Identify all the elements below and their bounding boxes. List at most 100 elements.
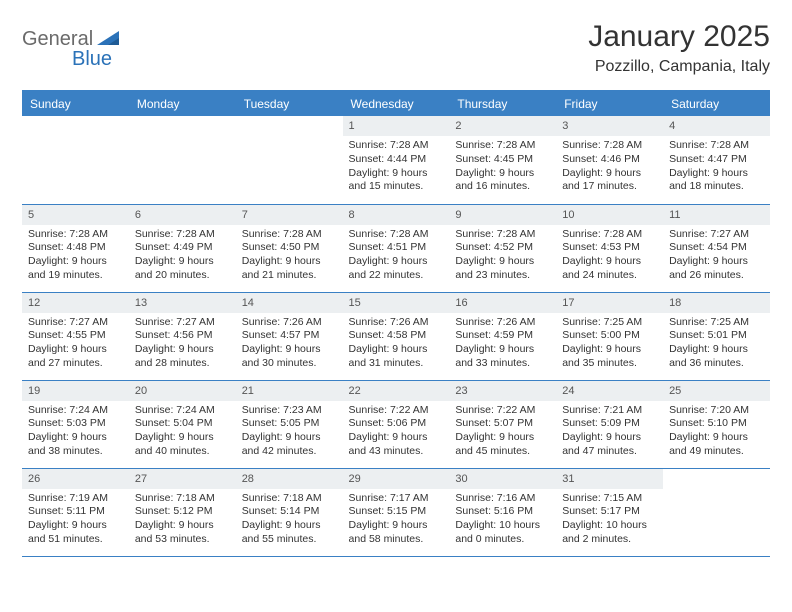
logo-text-blue: Blue: [72, 48, 112, 71]
location: Pozzillo, Campania, Italy: [588, 58, 770, 76]
day-cell: 11 Sunrise: 7:27 AMSunset: 4:54 PMDayligh…: [663, 204, 770, 292]
day-number: 2: [449, 116, 556, 136]
day-number: 31: [556, 469, 663, 489]
day-cell: 3 Sunrise: 7:28 AMSunset: 4:46 PMDaylight…: [556, 116, 663, 204]
day-cell: 23 Sunrise: 7:22 AMSunset: 5:07 PMDayligh…: [449, 380, 556, 468]
day-details: Sunrise: 7:24 AMSunset: 5:04 PMDaylight:…: [133, 404, 232, 459]
day-cell: 2 Sunrise: 7:28 AMSunset: 4:45 PMDaylight…: [449, 116, 556, 204]
empty-cell: .: [236, 116, 343, 204]
day-number: 5: [22, 205, 129, 225]
day-cell: 1 Sunrise: 7:28 AMSunset: 4:44 PMDaylight…: [343, 116, 450, 204]
day-cell: 29Sunrise: 7:17 AMSunset: 5:15 PMDayligh…: [343, 468, 450, 556]
day-cell: 28Sunrise: 7:18 AMSunset: 5:14 PMDayligh…: [236, 468, 343, 556]
calendar-body: ...1Sunrise: 7:28 AMSunset: 4:44 PMDayli…: [22, 116, 770, 556]
week-row: 19 Sunrise: 7:24 AMSunset: 5:03 PMDayligh…: [22, 380, 770, 468]
day-number: 10: [556, 205, 663, 225]
month-title: January 2025: [588, 20, 770, 54]
day-cell: 19 Sunrise: 7:24 AMSunset: 5:03 PMDayligh…: [22, 380, 129, 468]
day-details: Sunrise: 7:20 AMSunset: 5:10 PMDaylight:…: [667, 404, 766, 459]
day-number: 24: [556, 381, 663, 401]
week-row: 12Sunrise: 7:27 AMSunset: 4:55 PMDayligh…: [22, 292, 770, 380]
day-number: 4: [663, 116, 770, 136]
day-details: Sunrise: 7:18 AMSunset: 5:12 PMDaylight:…: [133, 492, 232, 547]
day-details: Sunrise: 7:28 AMSunset: 4:44 PMDaylight:…: [347, 139, 446, 194]
day-number: 27: [129, 469, 236, 489]
day-details: Sunrise: 7:28 AMSunset: 4:52 PMDaylight:…: [453, 228, 552, 283]
day-header: Friday: [556, 92, 663, 116]
day-cell: 21 Sunrise: 7:23 AMSunset: 5:05 PMDayligh…: [236, 380, 343, 468]
day-details: Sunrise: 7:28 AMSunset: 4:49 PMDaylight:…: [133, 228, 232, 283]
empty-cell: .: [129, 116, 236, 204]
day-cell: 18 Sunrise: 7:25 AMSunset: 5:01 PMDayligh…: [663, 292, 770, 380]
day-header-row: SundayMondayTuesdayWednesdayThursdayFrid…: [22, 92, 770, 116]
day-number: 22: [343, 381, 450, 401]
day-details: Sunrise: 7:18 AMSunset: 5:14 PMDaylight:…: [240, 492, 339, 547]
day-details: Sunrise: 7:22 AMSunset: 5:07 PMDaylight:…: [453, 404, 552, 459]
day-cell: 10 Sunrise: 7:28 AMSunset: 4:53 PMDayligh…: [556, 204, 663, 292]
day-header: Thursday: [449, 92, 556, 116]
day-cell: 30Sunrise: 7:16 AMSunset: 5:16 PMDayligh…: [449, 468, 556, 556]
day-cell: 17 Sunrise: 7:25 AMSunset: 5:00 PMDayligh…: [556, 292, 663, 380]
day-number: 23: [449, 381, 556, 401]
day-number: 11: [663, 205, 770, 225]
day-details: Sunrise: 7:28 AMSunset: 4:47 PMDaylight:…: [667, 139, 766, 194]
header: General Blue January 2025 Pozzillo, Camp…: [22, 20, 770, 76]
day-details: Sunrise: 7:27 AMSunset: 4:54 PMDaylight:…: [667, 228, 766, 283]
day-header: Sunday: [22, 92, 129, 116]
day-number: 13: [129, 293, 236, 313]
day-details: Sunrise: 7:27 AMSunset: 4:56 PMDaylight:…: [133, 316, 232, 371]
day-number: 14: [236, 293, 343, 313]
day-cell: 24Sunrise: 7:21 AMSunset: 5:09 PMDayligh…: [556, 380, 663, 468]
day-number: 20: [129, 381, 236, 401]
day-cell: 25Sunrise: 7:20 AMSunset: 5:10 PMDayligh…: [663, 380, 770, 468]
day-details: Sunrise: 7:23 AMSunset: 5:05 PMDaylight:…: [240, 404, 339, 459]
day-number: 17: [556, 293, 663, 313]
day-number: 21: [236, 381, 343, 401]
day-number: 29: [343, 469, 450, 489]
day-details: Sunrise: 7:28 AMSunset: 4:48 PMDaylight:…: [26, 228, 125, 283]
page: General Blue January 2025 Pozzillo, Camp…: [0, 0, 792, 567]
day-cell: 5 Sunrise: 7:28 AMSunset: 4:48 PMDaylight…: [22, 204, 129, 292]
calendar-table: SundayMondayTuesdayWednesdayThursdayFrid…: [22, 92, 770, 557]
day-number: 19: [22, 381, 129, 401]
day-cell: 31Sunrise: 7:15 AMSunset: 5:17 PMDayligh…: [556, 468, 663, 556]
day-number: 18: [663, 293, 770, 313]
day-number: 12: [22, 293, 129, 313]
day-header: Wednesday: [343, 92, 450, 116]
day-cell: 7 Sunrise: 7:28 AMSunset: 4:50 PMDaylight…: [236, 204, 343, 292]
day-details: Sunrise: 7:16 AMSunset: 5:16 PMDaylight:…: [453, 492, 552, 547]
day-cell: 9 Sunrise: 7:28 AMSunset: 4:52 PMDaylight…: [449, 204, 556, 292]
title-block: January 2025 Pozzillo, Campania, Italy: [588, 20, 770, 76]
day-details: Sunrise: 7:28 AMSunset: 4:51 PMDaylight:…: [347, 228, 446, 283]
day-number: 3: [556, 116, 663, 136]
empty-cell: .: [22, 116, 129, 204]
day-details: Sunrise: 7:19 AMSunset: 5:11 PMDaylight:…: [26, 492, 125, 547]
day-header: Tuesday: [236, 92, 343, 116]
day-cell: 6 Sunrise: 7:28 AMSunset: 4:49 PMDaylight…: [129, 204, 236, 292]
day-details: Sunrise: 7:26 AMSunset: 4:59 PMDaylight:…: [453, 316, 552, 371]
day-cell: 16Sunrise: 7:26 AMSunset: 4:59 PMDayligh…: [449, 292, 556, 380]
day-details: Sunrise: 7:28 AMSunset: 4:53 PMDaylight:…: [560, 228, 659, 283]
day-details: Sunrise: 7:28 AMSunset: 4:46 PMDaylight:…: [560, 139, 659, 194]
day-number: 9: [449, 205, 556, 225]
day-details: Sunrise: 7:25 AMSunset: 5:00 PMDaylight:…: [560, 316, 659, 371]
day-details: Sunrise: 7:28 AMSunset: 4:45 PMDaylight:…: [453, 139, 552, 194]
day-number: 6: [129, 205, 236, 225]
day-details: Sunrise: 7:28 AMSunset: 4:50 PMDaylight:…: [240, 228, 339, 283]
day-header: Monday: [129, 92, 236, 116]
day-number: 7: [236, 205, 343, 225]
day-details: Sunrise: 7:24 AMSunset: 5:03 PMDaylight:…: [26, 404, 125, 459]
logo: General Blue: [22, 20, 119, 51]
day-number: 15: [343, 293, 450, 313]
day-details: Sunrise: 7:26 AMSunset: 4:57 PMDaylight:…: [240, 316, 339, 371]
day-cell: 4 Sunrise: 7:28 AMSunset: 4:47 PMDaylight…: [663, 116, 770, 204]
logo-triangle-icon: [97, 29, 119, 50]
day-number: 1: [343, 116, 450, 136]
day-details: Sunrise: 7:26 AMSunset: 4:58 PMDaylight:…: [347, 316, 446, 371]
day-details: Sunrise: 7:25 AMSunset: 5:01 PMDaylight:…: [667, 316, 766, 371]
day-cell: 12Sunrise: 7:27 AMSunset: 4:55 PMDayligh…: [22, 292, 129, 380]
day-cell: 8 Sunrise: 7:28 AMSunset: 4:51 PMDaylight…: [343, 204, 450, 292]
day-number: 8: [343, 205, 450, 225]
empty-cell: .: [663, 468, 770, 556]
day-cell: 26Sunrise: 7:19 AMSunset: 5:11 PMDayligh…: [22, 468, 129, 556]
